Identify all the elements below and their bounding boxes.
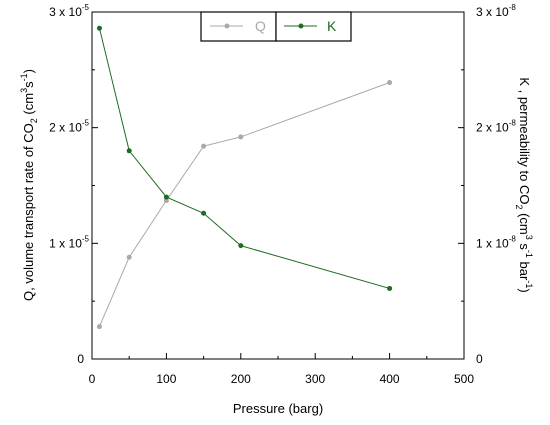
axis-label-part: ): [517, 288, 532, 292]
legend: Q K: [200, 11, 352, 42]
axis-label-part: (cm: [517, 209, 532, 234]
axis-label-part: 3: [19, 88, 29, 93]
axis-label-part: s: [517, 240, 532, 251]
y-right-tick-label: 0: [476, 352, 483, 366]
data-point-k: [126, 148, 132, 154]
x-tick-label: 200: [231, 372, 251, 386]
tick-base: 1 x 10: [476, 236, 509, 250]
tick-base: 1 x 10: [49, 236, 82, 250]
legend-k-marker: [298, 23, 304, 29]
data-point-k: [238, 243, 244, 249]
axis-label-part: -1: [524, 280, 534, 288]
left-y-axis-ticks: 01 x 10-52 x 10-53 x 10-5: [49, 3, 98, 366]
series-line-q: [98, 82, 390, 327]
tick-exponent: -8: [509, 119, 517, 128]
series-line-k: [98, 28, 390, 289]
y-right-tick-label: 1 x 10-8: [476, 234, 516, 250]
x-tick-label: 500: [454, 372, 474, 386]
tick-exponent: -5: [82, 234, 90, 243]
axis-label-part: s: [21, 81, 36, 88]
axis-label-part: bar: [517, 258, 532, 281]
tick-base: 3 x 10: [476, 5, 509, 19]
tick-base: 0: [77, 352, 84, 366]
axis-label-part: ): [21, 69, 36, 73]
axis-label-part: K , permeability to CO: [517, 77, 532, 204]
y-left-tick-label: 1 x 10-5: [49, 234, 89, 250]
data-point-k: [163, 194, 169, 200]
axis-label-part: Q, volume transport rate of CO: [21, 123, 36, 301]
tick-exponent: -5: [82, 3, 90, 12]
tick-base: 2 x 10: [49, 121, 82, 135]
x-tick-label: 100: [156, 372, 176, 386]
x-axis-label: Pressure (barg): [233, 401, 323, 416]
series-layer: [96, 25, 393, 330]
legend-k-label: K: [327, 18, 337, 34]
plot-frame: [91, 11, 465, 360]
y-right-tick-label: 3 x 10-8: [476, 3, 516, 19]
x-tick-label: 0: [89, 372, 96, 386]
y-right-tick-label: 2 x 10-8: [476, 119, 516, 135]
tick-base: 0: [476, 352, 483, 366]
data-point-k: [96, 25, 102, 31]
x-axis-ticks: 0 100 200 300 400 500: [89, 353, 474, 386]
legend-q-marker: [224, 23, 230, 29]
data-point-q: [96, 324, 102, 330]
data-point-q: [201, 143, 207, 149]
y-left-tick-label: 3 x 10-5: [49, 3, 89, 19]
tick-exponent: -8: [509, 3, 517, 12]
data-point-k: [201, 210, 207, 216]
axis-label-part: 2: [514, 204, 524, 209]
right-y-axis-label: K , permeability to CO2 (cm3 s-1 bar-1): [514, 77, 534, 292]
data-point-q: [163, 198, 169, 204]
axis-label-part: (cm: [21, 93, 36, 118]
x-tick-label: 300: [305, 372, 325, 386]
tick-exponent: -8: [509, 234, 517, 243]
data-point-k: [387, 285, 393, 291]
axis-label-part: 2: [29, 118, 39, 123]
tick-base: 3 x 10: [49, 5, 82, 19]
y-left-tick-label: 0: [77, 352, 84, 366]
data-point-q: [387, 80, 393, 86]
data-point-q: [126, 254, 132, 260]
axis-label-part: 3: [524, 235, 534, 240]
tick-base: 2 x 10: [476, 121, 509, 135]
legend-q-label: Q: [255, 18, 266, 34]
y-left-tick-label: 2 x 10-5: [49, 119, 89, 135]
left-y-axis-label: Q, volume transport rate of CO2 (cm3s-1): [19, 69, 39, 301]
x-tick-label: 400: [380, 372, 400, 386]
axis-label-part: -1: [19, 73, 29, 81]
data-point-q: [238, 134, 244, 140]
tick-exponent: -5: [82, 119, 90, 128]
axis-label-part: -1: [524, 250, 534, 258]
right-y-axis-ticks: 01 x 10-82 x 10-83 x 10-8: [458, 3, 516, 366]
